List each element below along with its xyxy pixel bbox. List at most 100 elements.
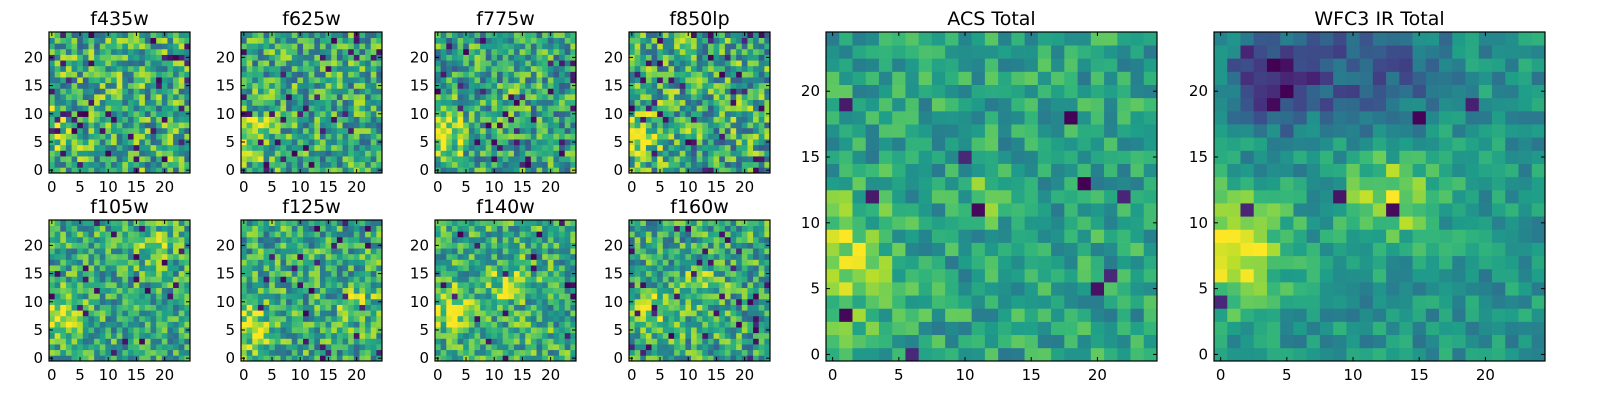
- heatmap-cell: [122, 332, 129, 339]
- heatmap-cell: [451, 259, 458, 266]
- heatmap-cell: [246, 315, 253, 322]
- heatmap-cell: [82, 231, 89, 238]
- heatmap-cell: [105, 225, 112, 232]
- heatmap-cell: [116, 150, 123, 157]
- heatmap-cell: [451, 276, 458, 283]
- heatmap-cell: [497, 344, 504, 351]
- heatmap-cell: [150, 77, 157, 84]
- heatmap-cell: [657, 144, 664, 151]
- heatmap-cell: [167, 133, 174, 140]
- heatmap-cell: [435, 276, 441, 283]
- heatmap-cell: [263, 242, 270, 249]
- heatmap-cell: [286, 88, 293, 95]
- heatmap-cell: [365, 355, 372, 362]
- heatmap-cell: [691, 150, 698, 157]
- heatmap-cell: [111, 43, 118, 50]
- heatmap-cell: [730, 327, 737, 334]
- heatmap-cell: [519, 310, 526, 317]
- heatmap-cell: [707, 133, 714, 140]
- heatmap-cell: [150, 161, 157, 168]
- heatmap-cell: [263, 32, 270, 38]
- heatmap-cell: [468, 253, 475, 260]
- heatmap-cell: [497, 315, 504, 322]
- heatmap-cell: [702, 82, 709, 89]
- heatmap-cell: [662, 32, 669, 38]
- heatmap-cell: [88, 338, 95, 345]
- heatmap-cell: [645, 54, 652, 61]
- heatmap-cell: [491, 65, 498, 72]
- heatmap-cell: [668, 139, 675, 146]
- heatmap-cell: [440, 225, 447, 232]
- heatmap-cell: [116, 338, 123, 345]
- heatmap-cell: [502, 94, 509, 101]
- heatmap-cell: [144, 122, 151, 129]
- heatmap-cell: [753, 315, 760, 322]
- heatmap-cell: [77, 110, 84, 117]
- heatmap-cell: [724, 54, 731, 61]
- heatmap-cell: [634, 127, 641, 134]
- heatmap-cell: [474, 259, 481, 266]
- heatmap-cell: [713, 327, 720, 334]
- heatmap-cell: [133, 60, 140, 67]
- heatmap-cell: [269, 225, 276, 232]
- heatmap-cell: [758, 88, 765, 95]
- y-tick-label: 20: [24, 48, 43, 66]
- heatmap-cell: [564, 231, 571, 238]
- heatmap-cell: [451, 122, 458, 129]
- heatmap-cell: [485, 116, 492, 123]
- heatmap-cell: [314, 144, 321, 151]
- heatmap-cell: [370, 60, 377, 67]
- heatmap-cell: [446, 321, 453, 328]
- heatmap-cell: [764, 349, 771, 356]
- heatmap-cell: [184, 253, 191, 260]
- heatmap-cell: [280, 293, 287, 300]
- heatmap-cell: [508, 122, 515, 129]
- heatmap-cell: [736, 71, 743, 78]
- heatmap-cell: [291, 225, 298, 232]
- heatmap-cell: [94, 259, 101, 266]
- heatmap-cell: [94, 65, 101, 72]
- heatmap-cell: [508, 116, 515, 123]
- heatmap-cell: [553, 110, 560, 117]
- heatmap-cell: [702, 332, 709, 339]
- heatmap-cell: [246, 77, 253, 84]
- heatmap-cell: [365, 77, 372, 84]
- heatmap-cell: [629, 144, 635, 151]
- heatmap-cell: [668, 304, 675, 311]
- heatmap-cell: [303, 156, 310, 163]
- heatmap-cell: [724, 139, 731, 146]
- heatmap-cell: [331, 99, 338, 106]
- heatmap-cell: [303, 265, 310, 272]
- heatmap-cell: [308, 116, 315, 123]
- heatmap-cell: [94, 60, 101, 67]
- heatmap-cell: [99, 77, 106, 84]
- heatmap-cell: [286, 304, 293, 311]
- heatmap-cell: [691, 105, 698, 112]
- heatmap-cell: [570, 282, 577, 289]
- heatmap-cell: [353, 282, 360, 289]
- heatmap-cell: [359, 99, 366, 106]
- heatmap-cell: [691, 43, 698, 50]
- heatmap-cell: [446, 139, 453, 146]
- heatmap-cell: [724, 88, 731, 95]
- heatmap-cell: [662, 282, 669, 289]
- heatmap-cell: [336, 355, 343, 362]
- heatmap-cell: [54, 315, 61, 322]
- heatmap-cell: [719, 298, 726, 305]
- x-tick-label: 5: [267, 178, 277, 196]
- heatmap-cell: [480, 298, 487, 305]
- heatmap-cell: [60, 144, 67, 151]
- heatmap-cell: [156, 144, 163, 151]
- heatmap-cell: [468, 293, 475, 300]
- heatmap-cell: [559, 253, 566, 260]
- heatmap-cell: [133, 282, 140, 289]
- heatmap-cell: [314, 60, 321, 67]
- heatmap-cell: [308, 236, 315, 243]
- heatmap-cell: [553, 167, 560, 174]
- heatmap-cell: [116, 144, 123, 151]
- heatmap-cell: [173, 259, 180, 266]
- heatmap-cell: [331, 161, 338, 168]
- heatmap-cell: [105, 315, 112, 322]
- heatmap-cell: [241, 293, 247, 300]
- heatmap-cell: [376, 32, 383, 38]
